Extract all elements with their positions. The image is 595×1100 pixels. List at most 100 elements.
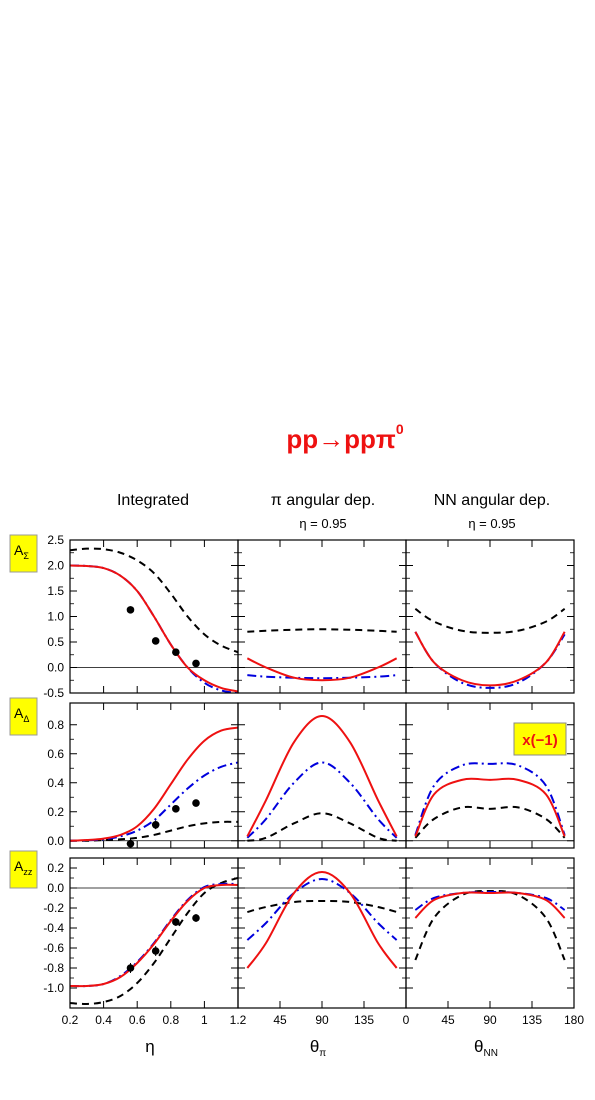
x-tick-label: 90 <box>315 1013 329 1027</box>
panel-r2-c0: -1.0 -0.8 -0.6 -0.4 -0.2 0.0 0.2 0.2 0.4 0.6 0.8 1 1… <box>43 857 247 1027</box>
series-line-black-dashed <box>247 900 397 913</box>
series-line-black-dashed <box>70 547 238 654</box>
series-line-red-solid <box>246 870 398 969</box>
figure-title: pp→ppπ0 <box>286 421 403 454</box>
series-line-black-dashed <box>247 628 397 633</box>
y-tick-label: 0.2 <box>47 861 64 875</box>
data-point <box>151 637 160 645</box>
curves <box>70 547 238 693</box>
series-line-red-solid <box>414 891 566 919</box>
series-line-blue-dashdot <box>246 761 398 839</box>
series-line-red-solid <box>70 726 238 842</box>
panel-r1-c2: x(−1) <box>405 702 575 849</box>
x-tick-label: 180 <box>564 1013 584 1027</box>
curves <box>70 726 238 848</box>
panel-r0-c0: -0.5 0.0 0.5 1.0 1.5 2.0 2.5 <box>43 533 239 700</box>
series-line-red-solid <box>246 715 398 837</box>
curves <box>246 870 398 969</box>
series-line-blue-dashdot <box>247 674 397 680</box>
data-point <box>192 799 200 807</box>
x-tick-label: 0 <box>403 1013 410 1027</box>
series-line-black-dashed <box>70 877 238 1006</box>
data-point <box>192 914 200 922</box>
row-label: AΣ <box>14 542 29 561</box>
y-tick-label: 0.0 <box>47 881 64 895</box>
series-line-blue-dashdot <box>70 882 238 988</box>
column-header-nn-angular: NN angular dep. <box>434 492 551 509</box>
panels: -0.5 0.0 0.5 1.0 1.5 2.0 2.5 0.0 0.2 0.4 0.6 0.8 x(−… <box>43 533 584 1027</box>
curves <box>246 628 398 682</box>
y-tick-label: 0.0 <box>47 834 64 848</box>
series-line-blue-dashdot <box>414 631 566 689</box>
data-point <box>172 805 180 813</box>
curves <box>414 608 566 689</box>
curves <box>414 889 566 961</box>
y-tick-label: -0.2 <box>43 901 64 915</box>
curves <box>70 877 238 1006</box>
data-point <box>172 918 180 926</box>
data-point <box>172 648 180 656</box>
y-tick-label: -1.0 <box>43 981 64 995</box>
y-tick-label: 2.0 <box>47 559 64 573</box>
y-tick-label: 0.4 <box>47 776 64 790</box>
x-tick-label: 135 <box>354 1013 374 1027</box>
y-tick-label: -0.4 <box>43 921 64 935</box>
panel-r1-c0: 0.0 0.2 0.4 0.6 0.8 <box>47 702 239 849</box>
column-header-pi-angular: π angular dep. <box>271 492 375 509</box>
y-tick-label: -0.8 <box>43 961 64 975</box>
row-badges: AΣ AΔ Azz <box>9 534 38 889</box>
panel-frame <box>405 702 575 849</box>
y-tick-label: 2.5 <box>47 533 64 547</box>
data-point <box>151 947 160 955</box>
curves <box>414 762 566 839</box>
x-tick-label: 45 <box>273 1013 287 1027</box>
x-tick-label: 1.2 <box>230 1013 247 1027</box>
series-line-red-solid <box>70 564 238 693</box>
column-subheader-pi-angular: η = 0.95 <box>299 516 346 531</box>
data-point <box>126 964 135 972</box>
y-tick-label: 1.0 <box>47 610 64 624</box>
x-tick-label: 0.6 <box>129 1013 146 1027</box>
title-superscript: 0 <box>396 421 404 437</box>
series-line-black-dashed <box>247 812 397 842</box>
data-point <box>126 839 135 848</box>
x-tick-label: 135 <box>522 1013 542 1027</box>
panel-r1-c1 <box>237 702 407 849</box>
x-tick-label: 0.4 <box>95 1013 112 1027</box>
x-tick-label: 90 <box>483 1013 497 1027</box>
panel-r2-c1: 45 90 135 <box>237 857 407 1027</box>
series-line-red-solid <box>414 777 566 837</box>
row-label: AΔ <box>14 705 29 724</box>
curves <box>246 715 398 842</box>
x-tick-label: 0.8 <box>162 1013 179 1027</box>
y-tick-label: 0.5 <box>47 635 64 649</box>
y-tick-label: 0.6 <box>47 747 64 761</box>
series-line-black-dashed <box>414 805 566 839</box>
series-line-black-dashed <box>70 820 238 842</box>
series-line-red-solid <box>414 631 566 687</box>
y-tick-label: 0.0 <box>47 661 64 675</box>
row-badge-1: AΔ <box>9 697 38 736</box>
series-line-red-solid <box>246 657 398 682</box>
panel-frame <box>405 539 575 694</box>
panel-frame <box>405 857 575 1009</box>
data-point <box>192 659 200 668</box>
row-label: Azz <box>14 858 33 877</box>
panel-r0-c1 <box>237 539 407 694</box>
row-badge-2: Azz <box>9 850 38 889</box>
x-tick-label: 45 <box>441 1013 455 1027</box>
x-axis-title: η <box>145 1037 154 1056</box>
series-line-blue-dashdot <box>414 762 566 836</box>
y-tick-label: -0.5 <box>43 686 64 700</box>
row-badge-0: AΣ <box>9 534 38 573</box>
data-point <box>151 821 160 829</box>
series-line-blue-dashdot <box>70 564 238 693</box>
series-line-black-dashed <box>414 889 566 961</box>
x-tick-label: 1 <box>201 1013 208 1027</box>
column-header-integrated: Integrated <box>117 492 189 509</box>
x-axis-title: θNN <box>474 1037 498 1059</box>
sign-annotation-badge: x(−1) <box>513 722 567 756</box>
x-axis-labels: η θπ θNN <box>145 1037 498 1059</box>
panel-frame <box>237 539 407 694</box>
